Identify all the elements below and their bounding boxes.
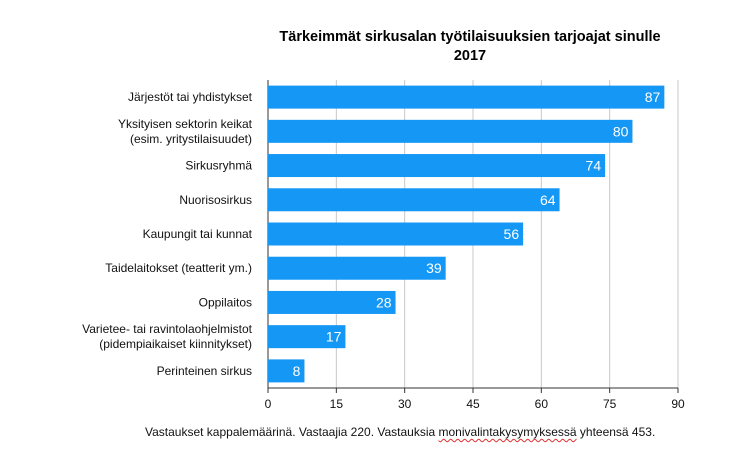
chart-title-line-1: Tärkeimmät sirkusalan työtilaisuuksien t…	[279, 29, 661, 45]
bar-5	[268, 256, 446, 280]
bar-1	[268, 119, 633, 143]
bar-7	[268, 325, 346, 349]
x-tick-label-1: 15	[330, 397, 344, 411]
chart-title-line-2: 2017	[453, 48, 487, 64]
category-label-4: Kaupungit tai kunnat	[143, 227, 253, 241]
category-label-2: Sirkusryhmä	[185, 159, 252, 173]
bar-4	[268, 222, 524, 246]
bar-0	[268, 85, 665, 109]
category-label-0: Järjestöt tai yhdistykset	[128, 90, 253, 104]
category-label-3: Nuorisosirkus	[179, 193, 252, 207]
category-label-1-line-1: Yksityisen sektorin keikat	[118, 117, 253, 131]
bar-value-label-0: 87	[645, 89, 661, 105]
bar-2	[268, 154, 606, 178]
bar-6	[268, 290, 396, 314]
bar-value-label-7: 17	[326, 329, 342, 345]
bar-value-label-6: 28	[376, 294, 392, 310]
category-label-1-line-2: (esim. yritystilaisuudet)	[130, 132, 252, 146]
footnote-text-end: yhteensä 453.	[576, 425, 656, 439]
category-label-5: Taidelaitokset (teatterit ym.)	[105, 261, 252, 275]
category-label-8: Perinteinen sirkus	[157, 364, 252, 378]
footnote-text-misspelled-word: monivalintakysymyksessä	[438, 425, 577, 439]
bar-8	[268, 359, 305, 383]
bar-value-label-2: 74	[586, 158, 602, 174]
footnote: Vastaukset kappalemäärinä. Vastaajia 220…	[145, 425, 655, 439]
footnote-text-start: Vastaukset kappalemäärinä. Vastaajia 220…	[145, 425, 439, 439]
x-tick-label-5: 75	[603, 397, 617, 411]
bar-value-label-1: 80	[613, 123, 629, 139]
x-tick-label-0: 0	[265, 397, 272, 411]
x-tick-label-3: 45	[466, 397, 480, 411]
x-tick-label-6: 90	[671, 397, 685, 411]
x-tick-label-4: 60	[535, 397, 549, 411]
category-label-7-line-1: Varietee- tai ravintolaohjelmistot	[82, 322, 253, 336]
bar-value-label-5: 39	[426, 260, 442, 276]
bar-3	[268, 188, 560, 212]
chart-title: Tärkeimmät sirkusalan työtilaisuuksien t…	[250, 28, 690, 66]
category-label-7-line-2: (pidempiaikaiset kiinnitykset)	[99, 337, 252, 351]
x-tick-label-2: 30	[398, 397, 412, 411]
bar-value-label-3: 64	[540, 192, 556, 208]
bar-value-label-4: 56	[504, 226, 520, 242]
bar-value-label-8: 8	[293, 363, 301, 379]
category-label-6: Oppilaitos	[199, 295, 252, 309]
